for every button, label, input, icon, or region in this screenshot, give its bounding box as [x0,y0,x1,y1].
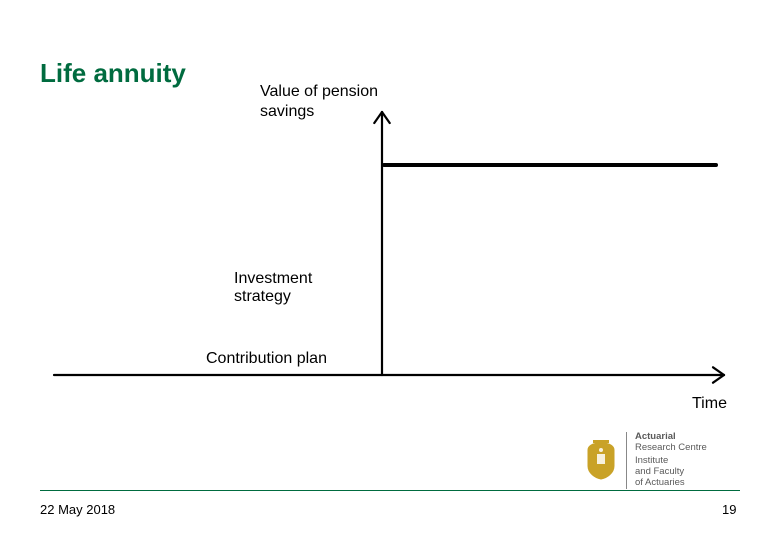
logo-line3c: of Actuaries [635,478,707,489]
page-title: Life annuity [40,58,186,89]
investment-strategy-label: Investmentstrategy [234,270,312,306]
logo-line2: Research Centre [635,443,707,454]
crest-icon [584,440,618,480]
footer-divider [40,490,740,491]
logo-text: Actuarial Research Centre Institute and … [626,432,707,489]
logo-line3: Institute and Faculty of Actuaries [635,456,707,489]
footer-page-number: 19 [722,502,736,517]
x-axis-label: Time [692,395,727,413]
contribution-plan-label: Contribution plan [206,350,327,368]
y-axis-label: Value of pensionsavings [260,82,378,122]
footer-date: 22 May 2018 [40,502,115,517]
arc-logo: Actuarial Research Centre Institute and … [584,432,707,489]
